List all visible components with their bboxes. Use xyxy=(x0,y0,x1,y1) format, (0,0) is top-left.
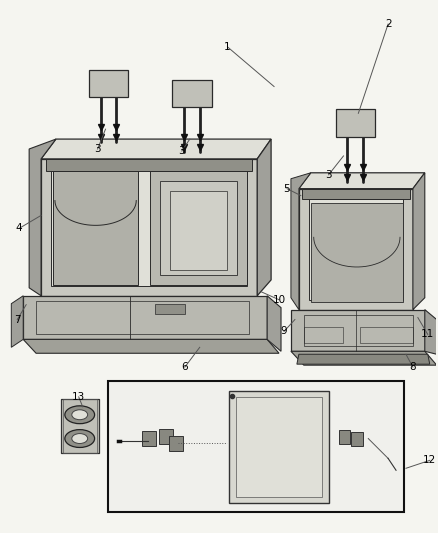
Bar xyxy=(61,399,99,454)
Bar xyxy=(109,381,404,512)
Polygon shape xyxy=(291,173,311,310)
Text: 11: 11 xyxy=(421,329,434,340)
Polygon shape xyxy=(230,391,328,503)
Polygon shape xyxy=(336,109,375,137)
Text: 3: 3 xyxy=(94,144,101,154)
Polygon shape xyxy=(41,139,271,159)
Text: 2: 2 xyxy=(385,19,392,29)
Polygon shape xyxy=(291,351,437,365)
Polygon shape xyxy=(309,199,403,300)
Ellipse shape xyxy=(65,430,95,448)
Bar xyxy=(142,431,156,447)
Ellipse shape xyxy=(65,406,95,424)
Bar xyxy=(339,430,350,445)
Text: 7: 7 xyxy=(14,314,21,325)
Polygon shape xyxy=(155,304,185,313)
Ellipse shape xyxy=(72,410,88,419)
Polygon shape xyxy=(46,159,252,171)
Polygon shape xyxy=(297,354,430,364)
Polygon shape xyxy=(257,139,271,296)
Polygon shape xyxy=(160,181,237,275)
Bar xyxy=(351,432,363,447)
Text: 3: 3 xyxy=(325,170,332,180)
Text: 13: 13 xyxy=(72,392,85,402)
Text: 3: 3 xyxy=(179,146,185,156)
Polygon shape xyxy=(150,171,247,285)
Polygon shape xyxy=(267,296,281,351)
Text: 6: 6 xyxy=(181,362,188,372)
Polygon shape xyxy=(23,296,267,340)
Text: 1: 1 xyxy=(224,42,231,52)
Polygon shape xyxy=(291,310,425,351)
Ellipse shape xyxy=(72,433,88,443)
Text: 5: 5 xyxy=(284,184,290,193)
Polygon shape xyxy=(51,169,247,286)
Polygon shape xyxy=(299,173,425,189)
Bar xyxy=(159,429,173,445)
Text: 4: 4 xyxy=(16,223,22,233)
Polygon shape xyxy=(23,340,279,353)
Polygon shape xyxy=(170,191,227,270)
Text: 9: 9 xyxy=(281,326,287,336)
Polygon shape xyxy=(41,159,257,296)
Bar xyxy=(169,435,183,451)
Text: 10: 10 xyxy=(272,295,286,305)
Polygon shape xyxy=(29,139,56,296)
Polygon shape xyxy=(425,310,437,354)
Text: 12: 12 xyxy=(423,455,436,465)
Polygon shape xyxy=(413,173,425,310)
Polygon shape xyxy=(88,70,128,98)
Polygon shape xyxy=(299,189,413,310)
Polygon shape xyxy=(172,79,212,107)
Polygon shape xyxy=(311,203,403,302)
Polygon shape xyxy=(11,296,23,348)
Text: 8: 8 xyxy=(410,362,416,372)
Polygon shape xyxy=(237,397,321,497)
Polygon shape xyxy=(302,189,410,199)
Polygon shape xyxy=(53,171,138,285)
